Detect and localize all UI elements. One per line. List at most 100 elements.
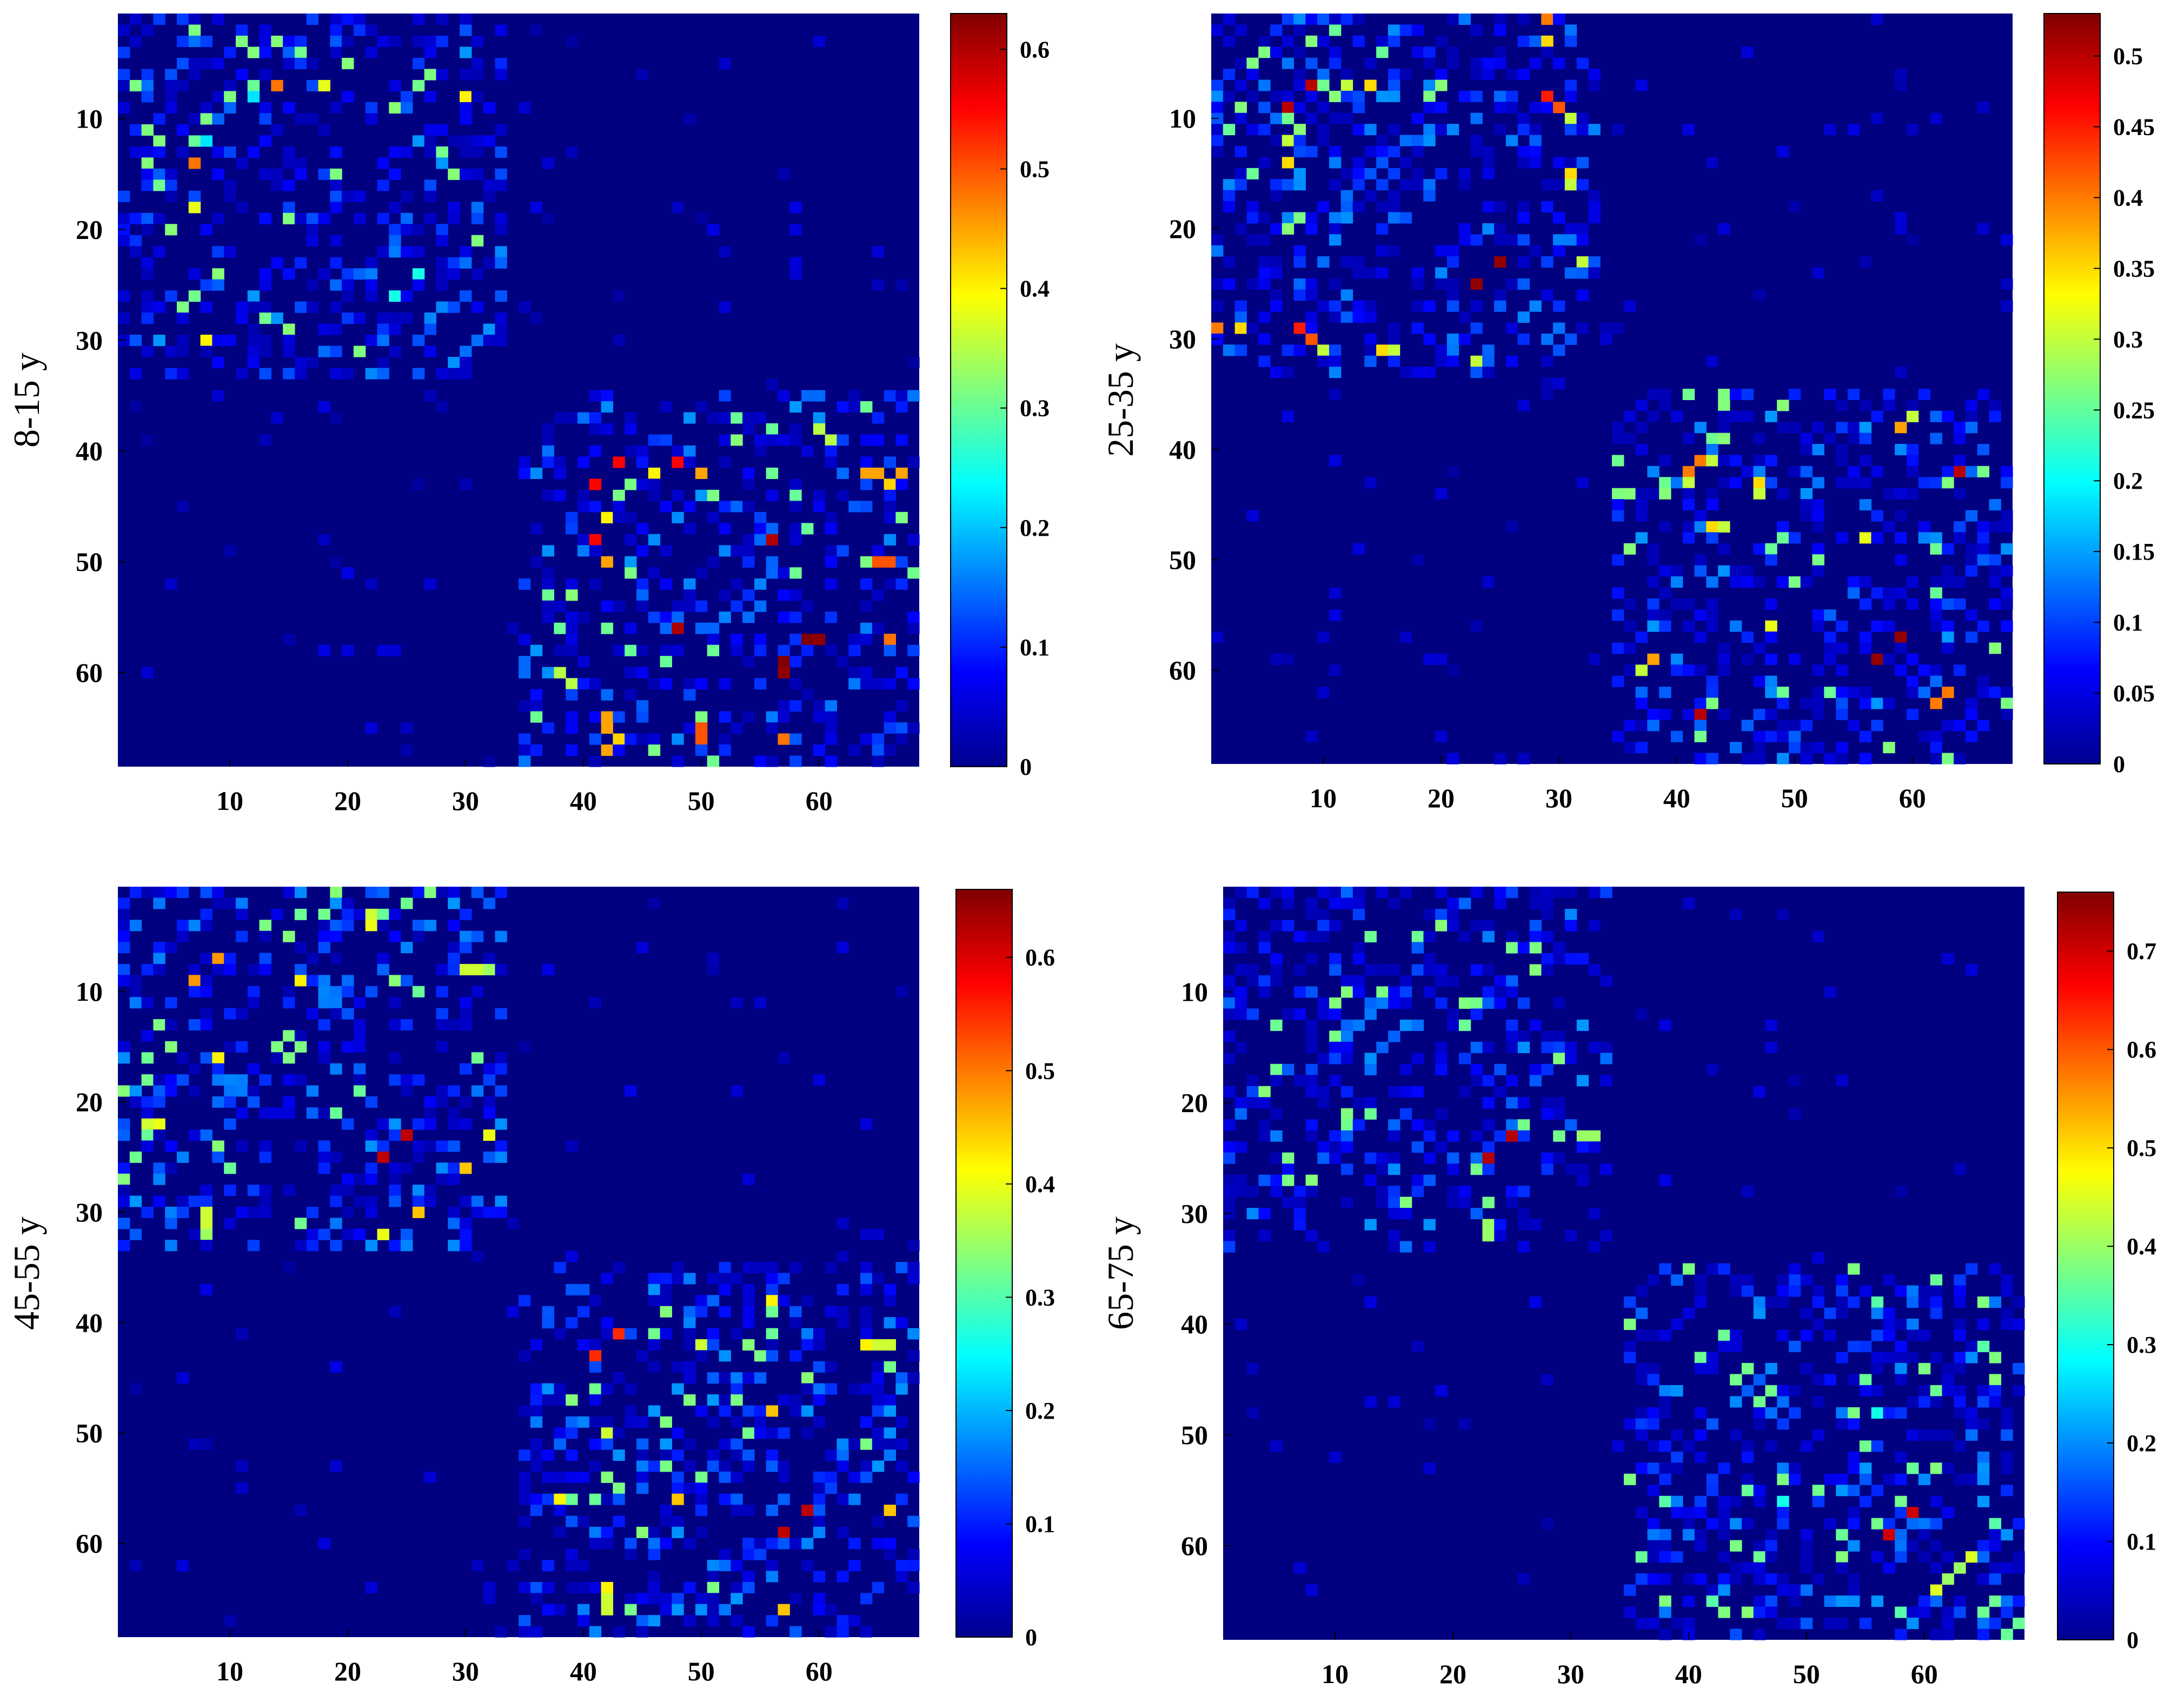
heatmap-cell xyxy=(731,578,743,590)
heatmap-cell xyxy=(1376,997,1389,1009)
heatmap-cell xyxy=(460,91,472,103)
heatmap-cell xyxy=(1293,1075,1306,1087)
heatmap-cell xyxy=(813,1361,826,1373)
heatmap-cell xyxy=(1812,1495,1825,1507)
heatmap-cell xyxy=(495,963,507,975)
heatmap-cell xyxy=(1600,1230,1612,1242)
heatmap-cell xyxy=(176,79,189,91)
heatmap-cell xyxy=(507,1306,519,1318)
heatmap-cell xyxy=(294,1074,307,1086)
heatmap-cell xyxy=(1246,322,1259,334)
heatmap-cell xyxy=(519,1615,531,1627)
heatmap-cell xyxy=(1352,1019,1365,1031)
heatmap-cell xyxy=(1965,410,1978,422)
heatmap-cell xyxy=(283,268,295,280)
heatmap-cell xyxy=(1494,1063,1506,1075)
heatmap-cell xyxy=(141,224,154,236)
heatmap-cell xyxy=(1588,1130,1601,1142)
heatmap-cell xyxy=(648,1361,661,1373)
heatmap-cell xyxy=(1907,1329,1919,1341)
heatmap-cell xyxy=(577,545,590,557)
heatmap-cell xyxy=(1906,687,1919,699)
heatmap-cell xyxy=(1659,521,1671,533)
heatmap-cell xyxy=(1388,245,1400,257)
heatmap-cell xyxy=(1411,1174,1424,1186)
heatmap-cell xyxy=(1506,1075,1518,1087)
heatmap-cell xyxy=(1246,90,1259,102)
heatmap-cell xyxy=(1553,1130,1565,1142)
heatmap-cell xyxy=(377,920,389,932)
heatmap-cell xyxy=(176,501,189,513)
heatmap-cell xyxy=(1753,488,1765,500)
heatmap-cell xyxy=(2001,1318,2013,1331)
heatmap-cell xyxy=(1765,598,1777,610)
heatmap-cell xyxy=(778,1471,790,1483)
heatmap-cell xyxy=(519,634,531,646)
heatmap-cell xyxy=(1564,24,1577,36)
heatmap-cell xyxy=(1907,1518,1919,1530)
heatmap-cell xyxy=(176,124,189,136)
heatmap-cell xyxy=(1258,975,1271,987)
heatmap-cell xyxy=(837,1251,849,1262)
x-tick-label: 50 xyxy=(1793,1659,1820,1689)
colorbar-tick-label: 0.5 xyxy=(1025,1058,1055,1084)
heatmap-cell xyxy=(2001,477,2013,489)
heatmap-cell xyxy=(1989,1595,2002,1607)
heatmap-cell xyxy=(176,1195,189,1207)
heatmap-cell xyxy=(1246,964,1259,976)
heatmap-cell xyxy=(153,1074,165,1086)
heatmap-cell xyxy=(212,1052,224,1064)
heatmap-cell xyxy=(695,1604,708,1615)
heatmap-cell xyxy=(283,35,295,48)
heatmap-cell xyxy=(1388,897,1400,909)
heatmap-cell xyxy=(601,711,613,723)
heatmap-cell xyxy=(1470,1063,1483,1075)
heatmap-cell xyxy=(1706,1418,1718,1430)
heatmap-cell xyxy=(1211,124,1224,136)
heatmap-cell xyxy=(1329,1152,1342,1164)
heatmap-cell xyxy=(1470,964,1483,976)
heatmap-cell xyxy=(200,335,213,347)
heatmap-cell xyxy=(1871,620,1883,632)
heatmap-cell xyxy=(884,578,897,590)
heatmap-cell xyxy=(318,1107,330,1119)
heatmap-cell xyxy=(1907,1296,1919,1308)
heatmap-cell xyxy=(389,246,401,258)
heatmap-cell xyxy=(731,1273,743,1285)
heatmap-cell xyxy=(1482,344,1495,356)
heatmap-cell xyxy=(1800,1529,1813,1541)
heatmap-cell xyxy=(742,1306,755,1318)
heatmap-cell xyxy=(1765,554,1777,566)
heatmap-cell xyxy=(778,434,790,446)
heatmap-cell xyxy=(1541,179,1554,191)
heatmap-cell xyxy=(554,1493,566,1505)
heatmap-cell xyxy=(342,1173,354,1185)
heatmap-cell xyxy=(837,1438,849,1450)
heatmap-cell xyxy=(683,445,696,457)
heatmap-cell xyxy=(1812,1318,1825,1331)
heatmap-cell xyxy=(1966,1352,1978,1364)
heatmap-cell xyxy=(259,301,271,313)
heatmap-cell xyxy=(342,986,354,998)
heatmap-cell xyxy=(613,1262,625,1274)
heatmap-cell xyxy=(401,1228,413,1240)
heatmap-cell xyxy=(1824,1618,1836,1630)
heatmap-cell xyxy=(176,345,189,357)
heatmap-cell xyxy=(1824,1595,1836,1607)
heatmap-cell xyxy=(672,1493,684,1505)
heatmap-cell xyxy=(1670,565,1683,577)
heatmap-cell xyxy=(907,1262,920,1274)
heatmap-cell xyxy=(1564,234,1577,246)
heatmap-cell xyxy=(648,1548,661,1560)
colorbar-tick-label: 0 xyxy=(1025,1624,1037,1651)
heatmap-cell xyxy=(495,212,507,224)
heatmap-cell xyxy=(860,556,873,568)
heatmap-cell xyxy=(1788,532,1801,544)
heatmap-cell xyxy=(153,146,165,158)
heatmap-cell xyxy=(554,667,566,679)
heatmap-cell xyxy=(1647,653,1659,665)
heatmap-cell xyxy=(1329,367,1342,378)
heatmap-cell xyxy=(1836,687,1848,699)
heatmap-cell xyxy=(247,986,260,998)
heatmap-cell xyxy=(1352,986,1365,998)
